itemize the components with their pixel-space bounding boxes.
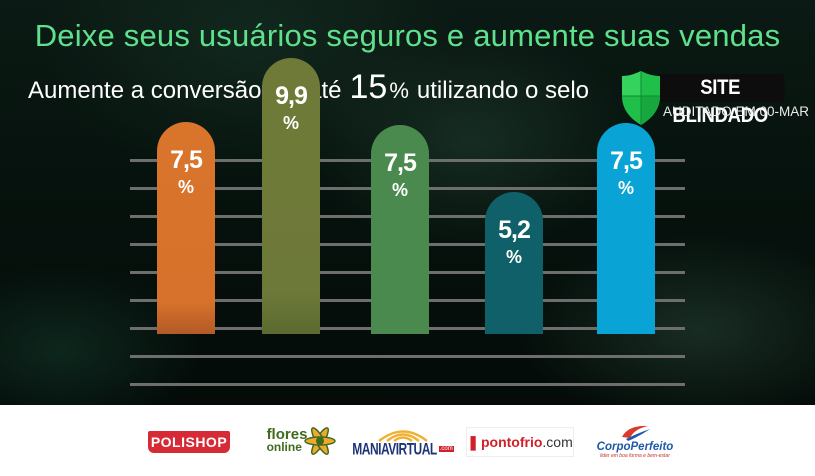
- subline-percent: %: [389, 78, 409, 103]
- bar-pontofrio: 5,2 %: [485, 192, 543, 334]
- bar-polishop: 7,5 %: [157, 122, 215, 334]
- signal-arcs-icon: [378, 430, 428, 442]
- bar-unit: %: [282, 113, 299, 133]
- flower-icon: [304, 427, 337, 455]
- headline: Deixe seus usuários seguros e aumente su…: [34, 18, 781, 53]
- subline-number: 15: [349, 68, 388, 106]
- bar-unit: %: [505, 247, 522, 267]
- logo-corpo-perfeito: CorpoPerfeito lider em boa forma e bem-e…: [592, 421, 678, 461]
- logo-flores-text: flores online: [266, 426, 308, 454]
- hero-banner: Deixe seus usuários seguros e aumente su…: [0, 0, 815, 405]
- swoosh-icon: [622, 425, 650, 441]
- logo-flores-line2: online: [266, 440, 302, 454]
- bar-unit: %: [177, 177, 194, 197]
- penguin-icon: ❚: [467, 433, 479, 450]
- logo-polishop: POLISHOP: [148, 431, 230, 453]
- bar-corpo-perfeito: 7,5 %: [597, 123, 655, 334]
- client-logos-strip: POLISHOP flores online MANIAVIRTUAL .com: [0, 405, 815, 476]
- bar-value: 7,5: [610, 147, 643, 175]
- bar-value: 7,5: [170, 146, 203, 174]
- seal-title: SITE BLINDADO: [656, 74, 785, 127]
- logo-polishop-text: POLISHOP: [150, 434, 228, 450]
- subline-suffix: utilizando o selo: [416, 77, 590, 104]
- bar-flores-online: 9,9 %: [262, 58, 320, 334]
- bar-value: 9,9: [275, 82, 308, 110]
- logo-pontofrio: ❚ pontofrio .com: [466, 427, 574, 457]
- seal-audit-date: AUDITADO EM 00-MAR: [662, 104, 809, 119]
- logo-corpo-text: CorpoPerfeito: [596, 441, 674, 453]
- bar-unit: %: [617, 178, 634, 198]
- logo-flores-line1: flores: [266, 426, 308, 443]
- logo-mania-virtual: MANIAVIRTUAL .com: [352, 421, 454, 461]
- logo-flores-online: flores online: [262, 421, 342, 461]
- bar-unit: %: [391, 180, 408, 200]
- bar-mania-virtual: 7,5 %: [371, 125, 429, 334]
- shield-icon: [622, 71, 660, 125]
- logo-mania-suffix: .com: [438, 446, 454, 452]
- bar-value: 7,5: [384, 149, 417, 177]
- gridline: [130, 355, 685, 358]
- site-blindado-seal[interactable]: SITE BLINDADO AUDITADO EM 00-MAR: [620, 68, 815, 130]
- logo-ponto-tld: .com: [542, 434, 573, 450]
- logo-mania-text: MANIAVIRTUAL: [352, 439, 437, 459]
- logo-corpo-tagline: lider em boa forma e bem-estar: [600, 453, 670, 459]
- bar-value: 5,2: [498, 216, 531, 244]
- logo-ponto-brand: pontofrio: [480, 434, 543, 450]
- gridline: [130, 383, 685, 386]
